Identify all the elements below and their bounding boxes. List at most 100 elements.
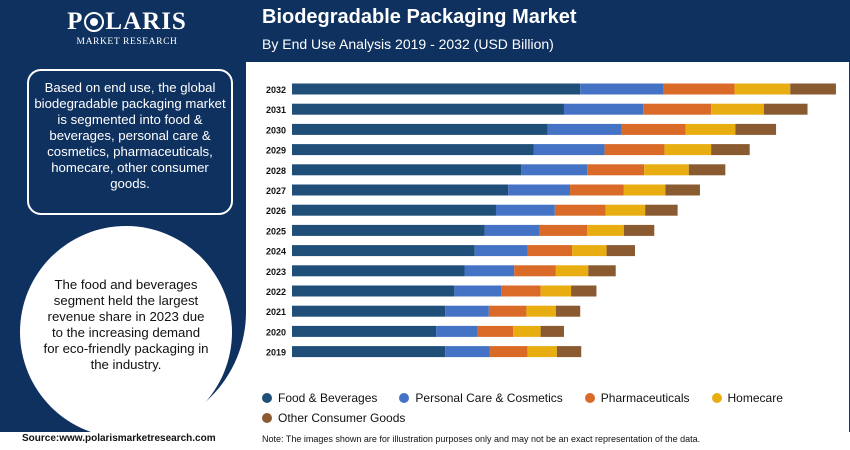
bar-2025-series-0 (292, 224, 485, 236)
bar-2024-series-2 (527, 245, 573, 257)
bar-2019-series-4 (556, 346, 582, 358)
bar-2022-series-0 (292, 285, 455, 297)
bar-2027-series-2 (570, 184, 624, 196)
bar-2023-series-3 (555, 265, 589, 277)
bar-2023-series-0 (292, 265, 465, 277)
legend-swatch-4 (262, 413, 272, 423)
y-tick-label-2019: 2019 (266, 348, 286, 358)
legend-label-1: Personal Care & Cosmetics (415, 391, 563, 405)
y-tick-label-2029: 2029 (266, 146, 286, 156)
bar-2019-series-0 (292, 346, 446, 358)
bar-2023-series-4 (588, 265, 616, 277)
y-tick-label-2021: 2021 (266, 307, 286, 317)
bar-2024-series-4 (606, 245, 636, 257)
y-tick-label-2032: 2032 (266, 85, 286, 95)
bar-2032-series-2 (663, 83, 735, 95)
insight-circle: The food and beverages segment held the … (20, 226, 232, 438)
bar-2021-series-1 (445, 305, 489, 317)
globe-icon (84, 12, 105, 32)
bar-2019-series-3 (527, 346, 557, 358)
bar-2026-series-1 (495, 204, 555, 216)
segmentation-summary: Based on end use, the global biodegradab… (27, 69, 233, 215)
legend-item-1: Personal Care & Cosmetics (399, 388, 563, 408)
page-title: Biodegradable Packaging Market (262, 6, 577, 28)
bar-2030-series-3 (685, 123, 736, 135)
bar-2031-series-2 (643, 103, 712, 115)
y-tick-label-2022: 2022 (266, 287, 286, 297)
bar-2028-series-0 (292, 164, 522, 176)
legend-item-2: Pharmaceuticals (584, 388, 690, 408)
y-tick-label-2031: 2031 (266, 105, 286, 115)
bar-2023-series-2 (514, 265, 556, 277)
bar-2029-series-4 (711, 144, 750, 156)
bar-2028-series-4 (688, 164, 726, 176)
legend-item-4: Other Consumer Goods (262, 408, 405, 428)
bar-2021-series-3 (526, 305, 556, 317)
bar-2024-series-0 (292, 245, 475, 257)
legend-label-2: Pharmaceuticals (600, 391, 690, 405)
bar-2031-series-3 (711, 103, 764, 115)
bar-2028-series-2 (587, 164, 645, 176)
y-tick-label-2024: 2024 (266, 247, 286, 257)
bar-2030-series-0 (292, 123, 548, 135)
y-tick-label-2028: 2028 (266, 166, 286, 176)
legend-swatch-0 (262, 393, 272, 403)
y-tick-label-2023: 2023 (266, 267, 286, 277)
bar-2025-series-3 (587, 224, 624, 236)
bar-2030-series-4 (735, 123, 777, 135)
legend-item-3: Homecare (711, 388, 783, 408)
bar-2032-series-1 (580, 83, 664, 95)
bar-2019-series-1 (445, 346, 490, 358)
legend-label-3: Homecare (727, 391, 783, 405)
legend-swatch-2 (584, 393, 595, 403)
bar-2026-series-4 (645, 204, 678, 216)
chart-legend: Food & Beverages Personal Care & Cosmetic… (262, 388, 822, 428)
bar-2020-series-0 (292, 325, 437, 337)
bar-2025-series-2 (539, 224, 588, 236)
bar-2027-series-0 (292, 184, 509, 196)
bar-2022-series-1 (454, 285, 502, 297)
bar-2028-series-3 (644, 164, 689, 176)
bar-2027-series-4 (665, 184, 700, 196)
bar-2031-series-1 (563, 103, 644, 115)
bar-2028-series-1 (521, 164, 588, 176)
source-text: Source:www.polarismarketresearch.com (22, 433, 216, 444)
bar-2021-series-4 (555, 305, 581, 317)
bar-2022-series-3 (540, 285, 572, 297)
bar-2022-series-4 (571, 285, 597, 297)
bar-2019-series-2 (489, 346, 528, 358)
footer (0, 432, 850, 450)
bar-2020-series-2 (477, 325, 514, 337)
legend-swatch-3 (711, 393, 722, 403)
legend-swatch-1 (399, 393, 410, 403)
bar-2020-series-1 (436, 325, 478, 337)
page-subtitle: By End Use Analysis 2019 - 2032 (USD Bil… (262, 36, 554, 52)
legend-label-4: Other Consumer Goods (278, 411, 406, 425)
stacked-bar-chart: 2032 2031 2030 2029 2028 2027 2026 2025 2024 2023… (266, 83, 836, 358)
brand-tagline: MARKET RESEARCH (76, 37, 178, 47)
legend-item-0: Food & Beverages (262, 388, 377, 408)
bar-2026-series-3 (605, 204, 646, 216)
y-tick-label-2030: 2030 (266, 125, 286, 135)
bar-2030-series-1 (547, 123, 622, 135)
bar-2023-series-1 (464, 265, 515, 277)
bar-2021-series-0 (292, 305, 446, 317)
y-tick-label-2025: 2025 (266, 226, 286, 236)
brand-logo: P LARIS (67, 8, 187, 35)
bar-2020-series-3 (513, 325, 541, 337)
bar-2027-series-1 (508, 184, 571, 196)
bar-2025-series-1 (484, 224, 540, 236)
disclaimer-note: Note: The images shown are for illustrat… (262, 434, 701, 444)
bar-2020-series-4 (540, 325, 564, 337)
bar-2031-series-0 (292, 103, 564, 115)
y-tick-label-2026: 2026 (266, 206, 286, 216)
bar-2030-series-2 (621, 123, 686, 135)
y-tick-label-2020: 2020 (266, 327, 286, 337)
bar-2032-series-3 (734, 83, 791, 95)
bar-2029-series-0 (292, 144, 534, 156)
bar-2025-series-4 (623, 224, 655, 236)
legend-label-0: Food & Beverages (278, 391, 378, 405)
y-tick-label-2027: 2027 (266, 186, 286, 196)
bar-2022-series-2 (501, 285, 541, 297)
bar-2029-series-1 (533, 144, 605, 156)
